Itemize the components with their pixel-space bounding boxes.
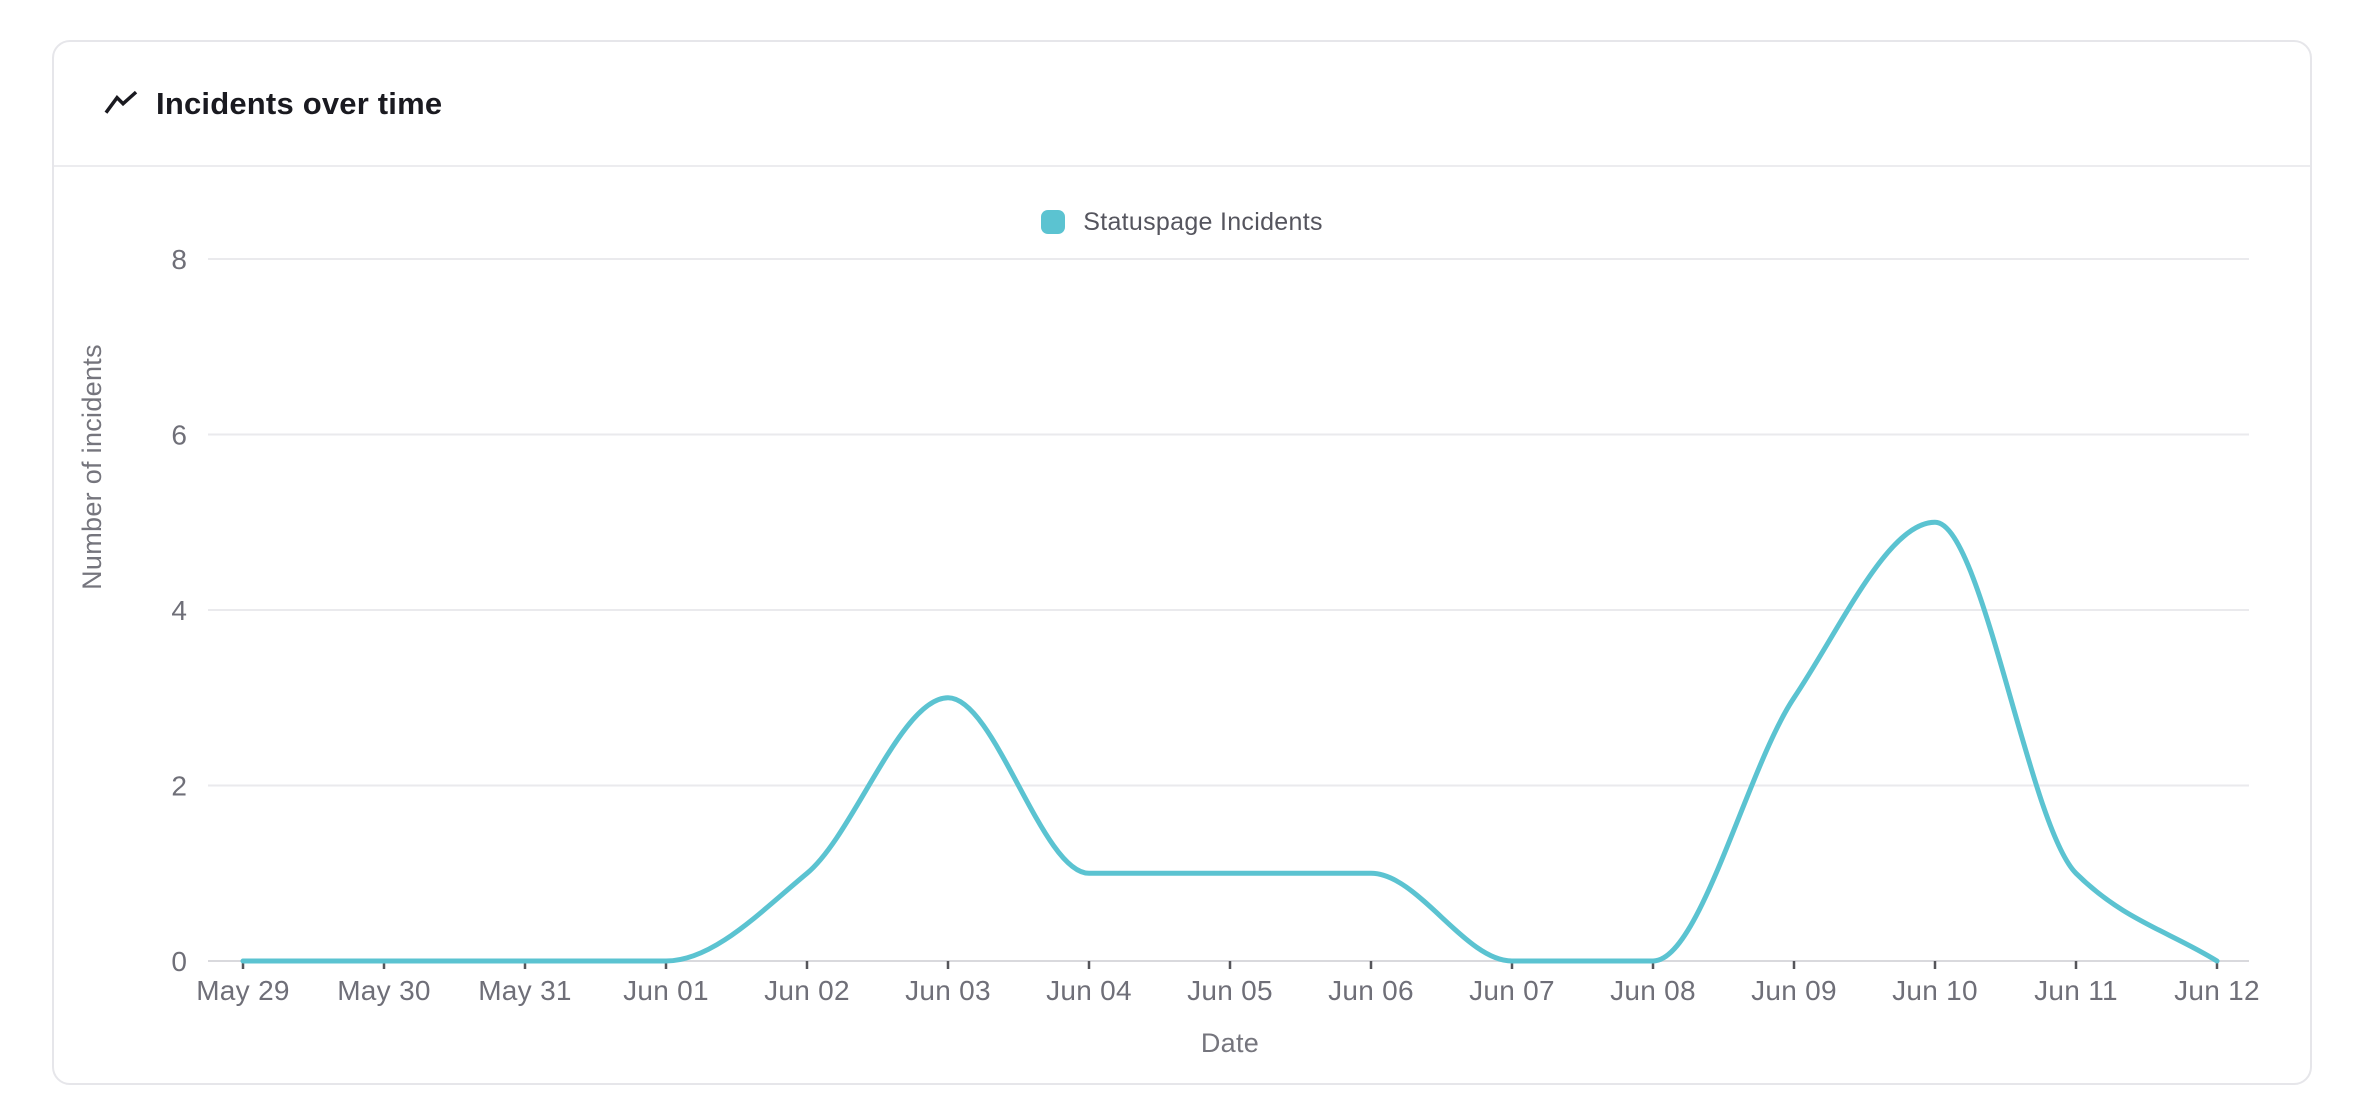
legend-swatch-icon — [1041, 210, 1066, 234]
svg-text:Jun 07: Jun 07 — [1469, 975, 1555, 1006]
incidents-line-chart: 0 2 4 6 8 May 29 May 30 May 31 Jun 01 Jun 02 Jun … — [77, 244, 2260, 1058]
svg-text:Jun 10: Jun 10 — [1892, 975, 1978, 1006]
card-title: Incidents over time — [156, 85, 443, 121]
incidents-card: Incidents over time Statuspage Incidents… — [52, 40, 2312, 1085]
card-header: Incidents over time — [54, 42, 2310, 167]
svg-text:Jun 08: Jun 08 — [1610, 975, 1696, 1006]
svg-text:Jun 04: Jun 04 — [1046, 975, 1132, 1006]
svg-text:May 30: May 30 — [337, 975, 431, 1006]
series-line — [240, 519, 2220, 964]
svg-text:Jun 09: Jun 09 — [1751, 975, 1837, 1006]
svg-text:Jun 06: Jun 06 — [1328, 975, 1414, 1006]
x-axis: May 29 May 30 May 31 Jun 01 Jun 02 Jun 03 Jun … — [196, 961, 2260, 1006]
svg-text:8: 8 — [171, 244, 187, 275]
y-axis-labels: 0 2 4 6 8 — [171, 244, 187, 977]
svg-text:Jun 11: Jun 11 — [2034, 975, 2118, 1006]
trend-line-icon — [102, 85, 140, 123]
x-axis-title: Date — [1201, 1028, 1259, 1058]
legend-label: Statuspage Incidents — [1083, 207, 1323, 236]
svg-text:0: 0 — [171, 946, 187, 977]
y-axis-title: Number of incidents — [77, 344, 107, 590]
svg-text:Jun 01: Jun 01 — [623, 975, 709, 1006]
svg-text:Jun 05: Jun 05 — [1187, 975, 1273, 1006]
svg-text:May 29: May 29 — [196, 975, 290, 1006]
svg-text:Jun 02: Jun 02 — [764, 975, 850, 1006]
svg-text:4: 4 — [171, 595, 187, 626]
legend-item[interactable]: Statuspage Incidents — [1041, 208, 1323, 237]
svg-text:6: 6 — [171, 420, 187, 451]
svg-text:May 31: May 31 — [478, 975, 572, 1006]
svg-text:Jun 12: Jun 12 — [2174, 975, 2260, 1006]
gridlines — [208, 258, 2249, 962]
legend: Statuspage Incidents — [54, 207, 2310, 237]
svg-text:2: 2 — [171, 771, 187, 802]
svg-text:Jun 03: Jun 03 — [905, 975, 991, 1006]
